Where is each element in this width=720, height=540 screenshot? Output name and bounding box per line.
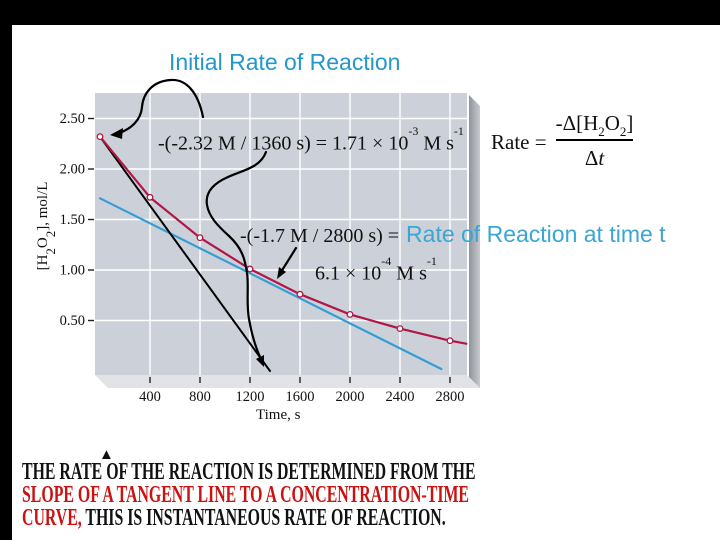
rate-formula-denominator: Δt [584,146,605,170]
arrow-to-tangency-point [279,246,298,274]
series-initial-rate-tangent-line [99,135,271,372]
y-tick-label: 0.50 [60,313,85,329]
page-title: Initial Rate of Reaction [169,49,401,75]
fraction-bar [555,139,634,141]
data-point-marker [96,133,104,141]
x-tick-label: 1600 [286,389,315,405]
rate-formula-lhs: Rate = [491,129,547,154]
y-axis-label-sub: 2 [43,248,58,255]
y-axis-label-text: [H [35,254,51,271]
tangent-rate-value: 6.1 × 10-4 M s-1 [315,254,437,285]
squiggle-arrow-head [256,355,264,367]
rate-formula-fraction: -Δ[H 2 O 2] Δt [555,103,634,171]
data-point-marker [446,337,454,345]
chart-3d-right-face [469,95,480,388]
rate-at-time-t-label: Rate of Reaction at time t [406,221,666,247]
footer-line-1: THE RATE OF THE REACTION IS DETERMINED F… [22,459,476,485]
y-axis-label: [H2O2], mol/L [35,181,58,271]
chart-3d-bottom-face [95,375,480,388]
arrow-to-initial-point-head [110,128,123,139]
data-point-marker [146,193,154,201]
bullet-triangle-icon: ▲ [99,446,114,463]
squiggle-to-tangent-end [205,150,268,359]
x-tick-label: 2800 [436,389,465,405]
left-letterbox-bar [0,0,12,540]
y-tick-label: 1.00 [60,263,85,279]
footer-caption: THE RATE OF THE REACTION IS DETERMINED F… [22,459,709,531]
y-tick-label: 2.50 [60,111,85,127]
data-point-marker [396,325,404,333]
x-tick-label: 2400 [386,389,415,405]
series-tangent-line-at-time-t [98,197,443,371]
x-axis-label: Time, s [256,407,301,423]
plot-panel [95,93,467,375]
tangent-rate-annotation: -(-1.7 M / 2800 s) = Rate of Reaction at… [240,221,666,247]
y-tick-label: 1.50 [60,212,85,228]
arrow-to-tangency-point-head [277,267,286,279]
x-tick-label: 2000 [336,389,365,405]
x-tick-label: 800 [189,389,211,405]
data-point-marker [296,290,304,298]
rate-formula-numerator: -Δ[H 2 O 2] [555,111,634,139]
data-point-marker [196,234,204,242]
y-tick-label: 2.00 [60,162,85,178]
top-letterbox-bar [0,0,720,25]
footer-line-2: SLOPE OF A TANGENT LINE TO A CONCENTRATI… [22,482,470,508]
x-tick-label: 400 [139,389,161,405]
x-tick-label: 1200 [236,389,265,405]
rate-formula: Rate = -Δ[H 2 O 2] Δt [491,103,634,171]
initial-rate-annotation: -(-2.32 M / 1360 s) = 1.71 × 10-3 M s-1 [158,124,464,155]
footer-line-3: CURVE, THIS IS INSTANTANEOUS RATE OF REA… [22,505,446,531]
data-point-marker [346,310,354,318]
arrow-to-initial-point [117,78,205,135]
